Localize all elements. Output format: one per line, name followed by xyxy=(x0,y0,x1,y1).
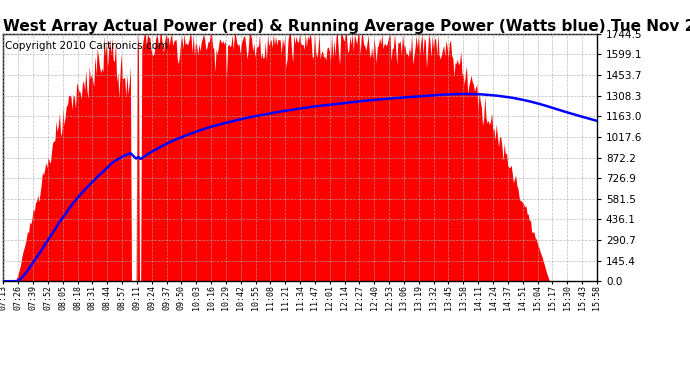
Text: Copyright 2010 Cartronics.com: Copyright 2010 Cartronics.com xyxy=(5,41,168,51)
Text: West Array Actual Power (red) & Running Average Power (Watts blue) Tue Nov 23  1: West Array Actual Power (red) & Running … xyxy=(3,19,690,34)
